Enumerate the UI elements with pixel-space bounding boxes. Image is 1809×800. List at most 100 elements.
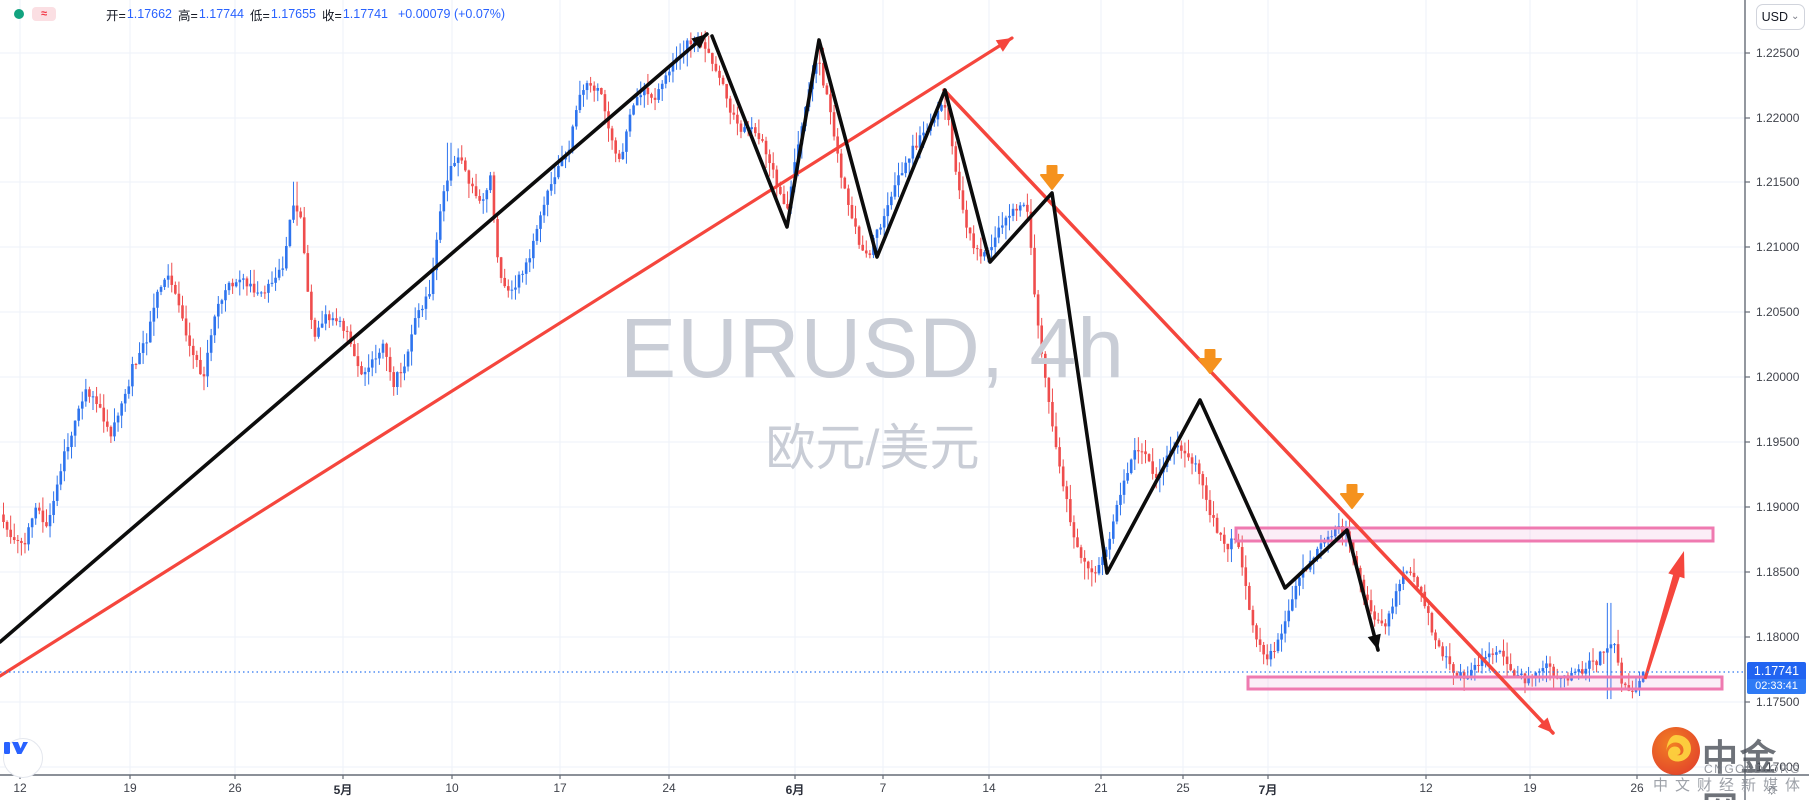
- candle-body: [786, 203, 789, 209]
- candle-body: [91, 396, 95, 398]
- candle-body: [829, 94, 832, 113]
- candle-body: [1033, 247, 1036, 295]
- high-value: 1.17744: [198, 7, 244, 21]
- open-value: 1.17662: [126, 7, 172, 21]
- candle-body: [1051, 401, 1054, 427]
- candle-body: [1237, 540, 1240, 548]
- candle-body: [879, 227, 882, 230]
- candle-body: [1609, 644, 1613, 649]
- candle-body: [940, 104, 943, 111]
- candle-body: [109, 426, 113, 437]
- red-projection-arrow[interactable]: [1643, 551, 1685, 680]
- candle-body: [1509, 664, 1512, 671]
- candle-body: [582, 90, 585, 95]
- candle-body: [1362, 579, 1366, 595]
- candle-body: [750, 127, 754, 129]
- tradingview-logo-icon[interactable]: [3, 738, 43, 778]
- candle-body: [1154, 473, 1158, 479]
- candle-body: [310, 291, 313, 320]
- candle-body: [725, 83, 728, 99]
- candle-body: [1409, 571, 1412, 573]
- time-axis-label: 12: [13, 781, 27, 795]
- price-axis-label: 1.22000: [1756, 111, 1800, 125]
- candle-body: [1187, 453, 1190, 458]
- trendline-arrowhead: [1367, 633, 1381, 650]
- candle-body: [170, 275, 174, 285]
- candle-body: [1040, 325, 1043, 354]
- ohlc-legend[interactable]: ≈ 开= 1.17662 高= 1.17744 低= 1.17655 收= 1.1774…: [14, 5, 505, 23]
- candle-body: [1137, 450, 1140, 452]
- candle-body: [954, 146, 958, 172]
- candle-body: [1326, 536, 1330, 541]
- currency-label: USD: [1761, 10, 1788, 24]
- high-label: 高=: [178, 8, 198, 23]
- red-descending-trendline[interactable]: [942, 88, 1555, 735]
- orange-down-arrow[interactable]: [1040, 165, 1064, 190]
- candle-body: [424, 296, 428, 309]
- black-wave-zigzag[interactable]: [710, 34, 1380, 652]
- candle-body: [1484, 657, 1487, 659]
- candle-body: [38, 507, 41, 511]
- candle-body: [84, 389, 88, 402]
- candle-body: [1333, 527, 1337, 537]
- candle-body: [560, 159, 564, 167]
- candle-body: [532, 240, 535, 259]
- candle-body: [1487, 653, 1491, 658]
- candle-body: [1201, 474, 1205, 486]
- price-axis-label: 1.19000: [1756, 500, 1800, 514]
- candle-body: [302, 217, 306, 254]
- close-value: 1.17741: [342, 7, 388, 21]
- change-value: +0.00079 (+0.07%): [398, 7, 506, 21]
- support-resistance-zone[interactable]: [1234, 526, 1715, 543]
- price-axis-label: 1.18500: [1756, 565, 1800, 579]
- candle-body: [417, 310, 421, 319]
- candle-body: [381, 343, 385, 353]
- support-resistance-zone[interactable]: [1246, 675, 1724, 691]
- time-axis-label: 6月: [785, 783, 805, 797]
- candle-body: [965, 209, 968, 228]
- candle-body: [88, 389, 91, 397]
- candle-body: [474, 186, 478, 197]
- candle-body: [252, 283, 256, 293]
- candle-body: [217, 303, 220, 317]
- candle-body: [983, 252, 986, 257]
- orange-down-arrow[interactable]: [1340, 484, 1364, 509]
- candle-body: [621, 151, 625, 159]
- candle-body: [421, 308, 424, 311]
- candle-body: [145, 342, 148, 344]
- tradingview-glyph: [4, 742, 28, 754]
- candle-body: [1580, 669, 1584, 674]
- time-axis-label: 19: [123, 781, 137, 795]
- price-axis-label: 1.21500: [1756, 175, 1800, 189]
- candle-body: [438, 211, 442, 240]
- red-ascending-trendline[interactable]: [0, 36, 1014, 678]
- candle-body: [177, 293, 181, 306]
- candle-body: [1291, 599, 1294, 611]
- candle-body: [1373, 611, 1376, 620]
- orange-down-arrow[interactable]: [1198, 349, 1222, 374]
- candle-body: [1258, 639, 1262, 645]
- black-trendline[interactable]: [0, 32, 709, 644]
- candle-body: [1298, 577, 1301, 586]
- candle-body: [768, 154, 771, 164]
- candle-body: [1405, 571, 1409, 573]
- candle-body: [997, 227, 1001, 238]
- candle-body: [131, 364, 134, 387]
- candle-body: [485, 190, 489, 200]
- candle-body: [259, 292, 263, 294]
- candle-body: [20, 540, 23, 543]
- candle-body: [1018, 205, 1022, 211]
- candle-body: [517, 274, 521, 288]
- candle-body: [814, 62, 818, 74]
- currency-selector-button[interactable]: USD ⌄: [1756, 4, 1805, 30]
- candle-body: [1616, 644, 1620, 663]
- candle-body: [1022, 204, 1026, 206]
- sun-icon[interactable]: ☼: [1765, 781, 1779, 798]
- candle-body: [374, 358, 378, 360]
- candle-body: [782, 193, 786, 204]
- candle-body: [1455, 672, 1459, 676]
- candle-body: [1391, 606, 1394, 614]
- candle-body: [822, 63, 825, 86]
- candle-body: [1287, 610, 1291, 622]
